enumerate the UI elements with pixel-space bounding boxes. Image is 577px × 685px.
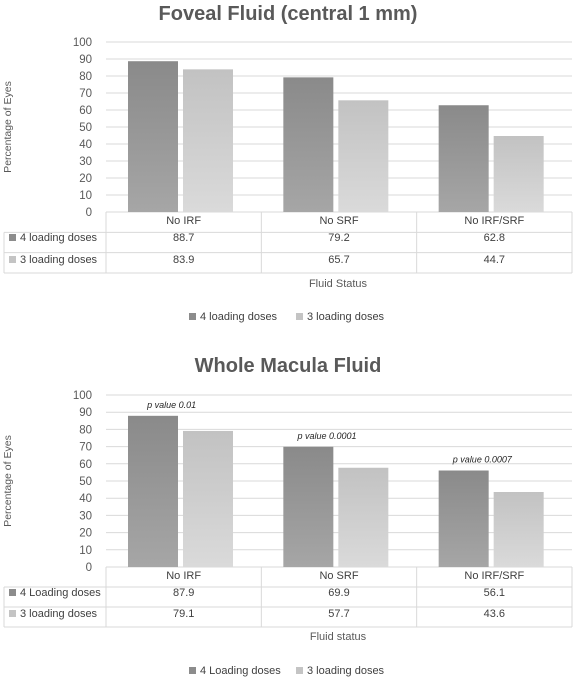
y-tick-label: 50 [79, 476, 92, 488]
data-label-no-irf-series-2: 83.9 [173, 254, 194, 266]
data-label-no-irf-srf-series-1: 56.1 [484, 587, 505, 599]
data-label-no-srf-series-1: 79.2 [328, 232, 349, 244]
y-tick-label: 60 [79, 105, 92, 117]
series-row-label-2: 3 loading doses [20, 608, 98, 620]
series-row-label-2: 3 loading doses [20, 254, 98, 266]
bar-no-irf-srf-series-1 [438, 470, 489, 567]
p-value-annotation: p value 0.0007 [452, 455, 513, 465]
category-label-no-irf: No IRF [166, 570, 201, 582]
y-tick-label: 70 [79, 442, 92, 454]
y-tick-label: 20 [79, 528, 92, 540]
series-row-label-1: 4 Loading doses [20, 587, 101, 599]
data-label-no-srf-series-2: 65.7 [328, 254, 349, 266]
bar-no-srf-series-1 [283, 77, 334, 212]
data-label-no-srf-series-2: 57.7 [328, 608, 349, 620]
y-tick-label: 60 [79, 459, 92, 471]
category-label-no-irf-srf: No IRF/SRF [464, 570, 524, 582]
bar-no-srf-series-2 [338, 100, 389, 212]
data-label-no-irf-srf-series-1: 62.8 [484, 232, 505, 244]
data-label-no-irf-series-1: 87.9 [173, 587, 194, 599]
y-tick-label: 80 [79, 424, 92, 436]
y-tick-label: 100 [73, 390, 92, 402]
y-tick-label: 40 [79, 139, 92, 151]
y-tick-label: 30 [79, 156, 92, 168]
chart-title: Foveal Fluid (central 1 mm) [159, 3, 418, 25]
legend-swatch-1 [189, 667, 196, 674]
legend-swatch-2 [296, 313, 303, 320]
category-label-no-irf: No IRF [166, 215, 201, 227]
legend-label-1: 4 Loading doses [200, 665, 281, 677]
p-value-annotation: p value 0.01 [146, 400, 196, 410]
bar-no-irf-srf-series-2 [493, 136, 544, 212]
whole-macula-fluid-chart: Whole Macula Fluid Percentage of Eyes 0 10 2… [2, 355, 573, 677]
x-axis-title: Fluid status [310, 631, 367, 643]
y-tick-label: 10 [79, 190, 92, 202]
data-label-no-irf-series-1: 88.7 [173, 232, 194, 244]
bar-no-irf-srf-series-2 [493, 492, 544, 567]
series-swatch-2 [9, 256, 16, 263]
p-value-annotation: p value 0.0001 [296, 431, 356, 441]
y-tick-label: 70 [79, 88, 92, 100]
bar-no-irf-series-1 [128, 415, 178, 567]
legend-swatch-1 [189, 313, 196, 320]
y-tick-label: 90 [79, 54, 92, 66]
series-swatch-2 [9, 610, 16, 617]
legend-label-2: 3 loading doses [307, 311, 385, 323]
data-label-no-srf-series-1: 69.9 [328, 587, 349, 599]
y-axis-label: Percentage of Eyes [2, 81, 14, 173]
y-tick-label: 80 [79, 71, 92, 83]
data-label-no-irf-srf-series-2: 44.7 [484, 254, 505, 266]
y-tick-label: 100 [73, 37, 92, 49]
y-tick-label: 90 [79, 407, 92, 419]
y-tick-label: 0 [86, 207, 92, 219]
legend-label-1: 4 loading doses [200, 311, 278, 323]
legend-label-2: 3 loading doses [307, 665, 385, 677]
bar-no-srf-series-1 [283, 446, 334, 567]
series-row-label-1: 4 loading doses [20, 232, 98, 244]
y-tick-label: 40 [79, 493, 92, 505]
series-swatch-1 [9, 589, 16, 596]
category-label-no-irf-srf: No IRF/SRF [464, 215, 524, 227]
y-tick-label: 10 [79, 545, 92, 557]
bar-no-srf-series-2 [338, 467, 389, 567]
y-tick-label: 30 [79, 510, 92, 522]
y-tick-label: 0 [86, 562, 92, 574]
y-tick-label: 50 [79, 122, 92, 134]
legend-swatch-2 [296, 667, 303, 674]
legend: 4 loading doses 3 loading doses [189, 311, 385, 323]
x-axis-title: Fluid Status [309, 278, 368, 290]
y-axis-label: Percentage of Eyes [2, 435, 14, 527]
category-label-no-srf: No SRF [319, 570, 358, 582]
data-label-no-irf-srf-series-2: 43.6 [484, 608, 505, 620]
data-label-no-irf-series-2: 79.1 [173, 608, 194, 620]
series-swatch-1 [9, 234, 16, 241]
bar-no-irf-series-2 [183, 430, 233, 567]
chart-title: Whole Macula Fluid [195, 355, 382, 377]
bar-no-irf-srf-series-1 [438, 105, 489, 212]
bar-no-irf-series-2 [183, 69, 233, 213]
category-label-no-srf: No SRF [319, 215, 358, 227]
foveal-fluid-chart: Foveal Fluid (central 1 mm) Percentage of… [2, 3, 573, 323]
bar-no-irf-series-1 [128, 61, 178, 213]
legend: 4 Loading doses 3 loading doses [189, 665, 385, 677]
y-tick-label: 20 [79, 173, 92, 185]
